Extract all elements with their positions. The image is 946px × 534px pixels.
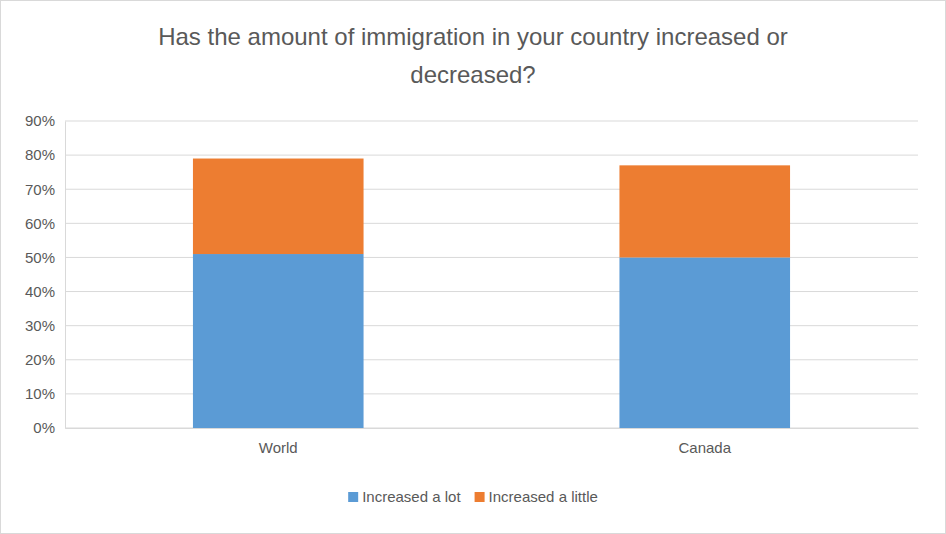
- y-tick: 20%: [25, 351, 65, 368]
- bars: [193, 159, 790, 428]
- y-tick: 40%: [25, 283, 65, 300]
- grid-line: [65, 155, 918, 156]
- series: [193, 159, 790, 258]
- x-tick: Canada: [678, 428, 731, 456]
- bar: [619, 257, 790, 428]
- chart-border: [1, 1, 946, 534]
- legend: Increased a lot Increased a little: [348, 488, 598, 505]
- y-tick-label: 60%: [25, 215, 55, 232]
- y-tick: 30%: [25, 317, 65, 334]
- x-tick-label: Canada: [678, 439, 731, 456]
- y-tick: 10%: [25, 385, 65, 402]
- x-tick: World: [259, 428, 298, 456]
- x-tick-label: World: [259, 439, 298, 456]
- y-tick: 50%: [25, 249, 65, 266]
- y-tick-label: 40%: [25, 283, 55, 300]
- y-tick: 60%: [25, 215, 65, 232]
- title: Has the amount of immigration in your co…: [158, 23, 788, 88]
- x-axis: World Canada: [66, 428, 919, 456]
- y-axis-line: [65, 122, 66, 429]
- y-tick-label: 20%: [25, 351, 55, 368]
- y-tick-label: 80%: [25, 146, 55, 163]
- y-tick-label: 90%: [25, 112, 55, 129]
- y-axis: 0% 10% 20% 30% 40% 50% 60% 70% 80% 90%: [25, 112, 66, 436]
- grid-line: [65, 121, 918, 122]
- legend-item: Increased a little: [475, 488, 598, 505]
- y-tick-label: 0%: [33, 419, 55, 436]
- chart: Has the amount of immigration in your co…: [0, 0, 946, 534]
- y-tick-label: 50%: [25, 249, 55, 266]
- bar: [193, 254, 364, 428]
- grid: [65, 121, 918, 428]
- legend-label: Increased a lot: [362, 488, 461, 505]
- y-tick: 80%: [25, 146, 65, 163]
- y-tick: 90%: [25, 112, 65, 129]
- bar: [619, 165, 790, 257]
- y-tick-label: 70%: [25, 181, 55, 198]
- legend-swatch: [475, 492, 485, 502]
- series: [193, 254, 790, 428]
- y-tick-label: 10%: [25, 385, 55, 402]
- x-axis-line: [66, 428, 919, 429]
- legend-swatch: [348, 492, 358, 502]
- y-tick: 70%: [25, 181, 65, 198]
- plot: 0% 10% 20% 30% 40% 50% 60% 70% 80% 90% World Canada: [25, 112, 919, 455]
- y-tick: 0%: [33, 419, 65, 436]
- legend-label: Increased a little: [489, 488, 598, 505]
- bar: [193, 159, 364, 255]
- legend-item: Increased a lot: [348, 488, 461, 505]
- y-tick-label: 30%: [25, 317, 55, 334]
